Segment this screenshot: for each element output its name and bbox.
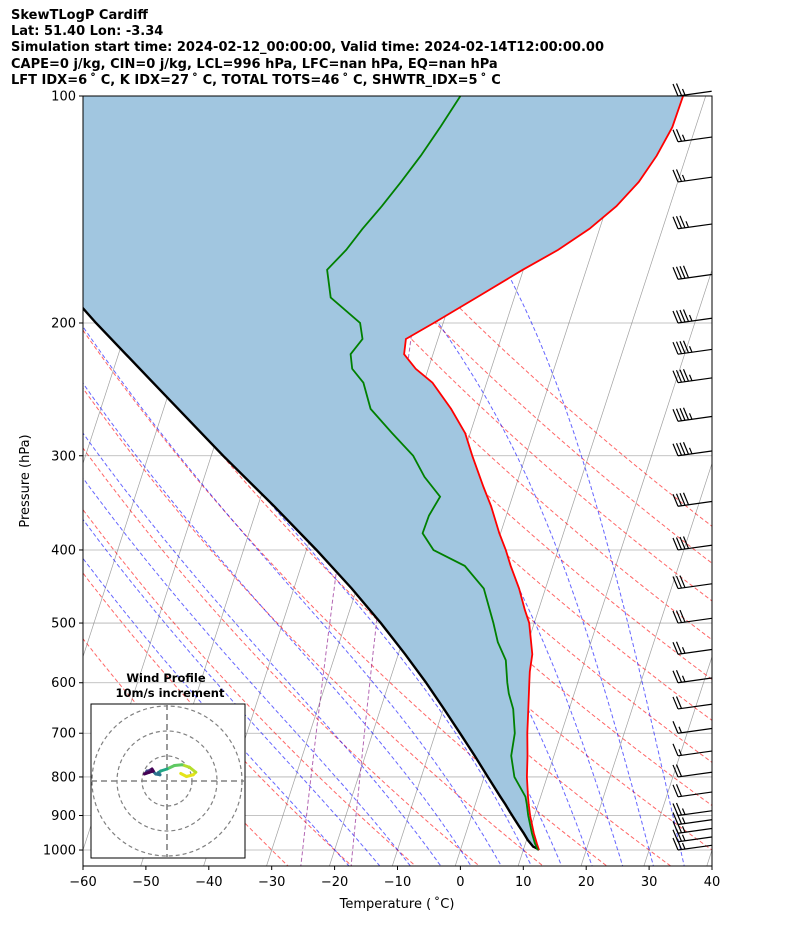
dry-adiabat xyxy=(83,638,289,866)
moist-adiabat xyxy=(83,382,472,866)
dry-adiabat xyxy=(267,96,712,527)
moist-adiabat xyxy=(83,259,532,866)
wind-barb xyxy=(672,764,712,778)
y-tick-label: 900 xyxy=(51,809,76,824)
wind-barb xyxy=(672,309,712,324)
cin-shade xyxy=(83,96,684,850)
wind-barb xyxy=(672,129,712,143)
x-tick-label: 0 xyxy=(456,875,464,890)
wind-barb xyxy=(672,696,712,710)
y-tick-label: 600 xyxy=(51,676,76,691)
y-tick-label: 400 xyxy=(51,543,76,558)
wind-barb xyxy=(672,169,712,183)
y-axis-title: Pressure (hPa) xyxy=(18,434,33,527)
y-tick-label: 100 xyxy=(51,90,76,105)
dry-adiabat xyxy=(83,508,417,866)
indices-line-2: LFT IDX=6 ˚ C, K IDX=27 ˚ C, TOTAL TOTS=… xyxy=(11,72,501,88)
x-tick-label: −50 xyxy=(132,875,159,890)
wind-barb xyxy=(672,442,712,457)
profile-curves xyxy=(83,96,684,851)
isotherm-line xyxy=(0,61,88,881)
moist-adiabat xyxy=(83,557,350,866)
wind-barb xyxy=(672,83,712,97)
wind-barb xyxy=(672,492,712,507)
chart-title: SkewTLogP Cardiff xyxy=(11,8,148,23)
wind-barb xyxy=(672,215,712,230)
parcel-profile-line xyxy=(83,306,540,851)
wind-barb xyxy=(672,575,712,590)
temperature-profile-line xyxy=(403,96,684,851)
wind-barbs xyxy=(672,83,712,851)
dry-adiabat xyxy=(105,96,712,721)
isotherm-line xyxy=(517,268,712,866)
hodograph-title: Wind Profile xyxy=(126,671,206,685)
isotherm-line xyxy=(643,655,712,866)
dry-adiabat xyxy=(83,329,608,866)
y-tick-label: 1000 xyxy=(43,844,76,859)
wind-barb xyxy=(672,340,712,355)
wind-barb xyxy=(672,609,712,624)
hodograph-subtitle: 10m/s increment xyxy=(116,686,225,700)
location-line: Lat: 51.40 Lon: -3.34 xyxy=(11,24,164,40)
x-tick-label: 10 xyxy=(515,875,532,890)
y-tick-label: 200 xyxy=(51,316,76,331)
wind-barb xyxy=(672,802,712,817)
moist-adiabat xyxy=(83,518,381,866)
wind-barb xyxy=(672,720,712,734)
x-tick-label: 30 xyxy=(641,875,658,890)
hodograph-inset: Wind Profile 10m/s increment xyxy=(90,671,246,859)
indices-line-1: CAPE=0 j/kg, CIN=0 j/kg, LCL=996 hPa, LF… xyxy=(11,56,498,72)
dry-adiabat xyxy=(83,217,712,851)
dry-adiabat xyxy=(235,96,712,564)
wind-barb xyxy=(672,407,712,422)
wind-barb xyxy=(672,784,712,798)
dewpoint-profile-line xyxy=(326,96,539,851)
wind-barb xyxy=(672,743,712,757)
wind-barb xyxy=(672,265,712,280)
moist-adiabat xyxy=(83,432,442,866)
x-tick-label: −10 xyxy=(384,875,411,890)
moist-adiabat xyxy=(261,96,654,866)
hodograph-trace xyxy=(143,763,198,778)
x-tick-label: −40 xyxy=(195,875,222,890)
x-tick-label: −60 xyxy=(69,875,96,890)
wind-barb xyxy=(672,641,712,655)
times-line: Simulation start time: 2024-02-12_00:00:… xyxy=(11,40,604,56)
dry-adiabat xyxy=(83,387,544,866)
header: SkewTLogP Cardiff Lat: 51.40 Lon: -3.34 … xyxy=(11,8,604,89)
x-axis-title: Temperature ( ˚C) xyxy=(339,896,455,912)
x-tick-label: −20 xyxy=(321,875,348,890)
x-tick-label: 40 xyxy=(704,875,721,890)
x-tick-label: 20 xyxy=(578,875,595,890)
y-tick-label: 700 xyxy=(51,727,76,742)
y-tick-label: 300 xyxy=(51,449,76,464)
y-tick-label: 800 xyxy=(51,770,76,785)
hodograph-rings xyxy=(91,704,245,858)
isotherm-line xyxy=(706,848,712,866)
dry-adiabat xyxy=(83,572,353,866)
isotherm-line xyxy=(580,462,712,866)
wind-barb xyxy=(672,536,712,551)
x-tick-label: −30 xyxy=(258,875,285,890)
y-tick-label: 500 xyxy=(51,617,76,632)
wind-barb xyxy=(672,670,712,684)
wind-barb xyxy=(672,368,712,384)
hodograph-segment xyxy=(143,770,151,776)
